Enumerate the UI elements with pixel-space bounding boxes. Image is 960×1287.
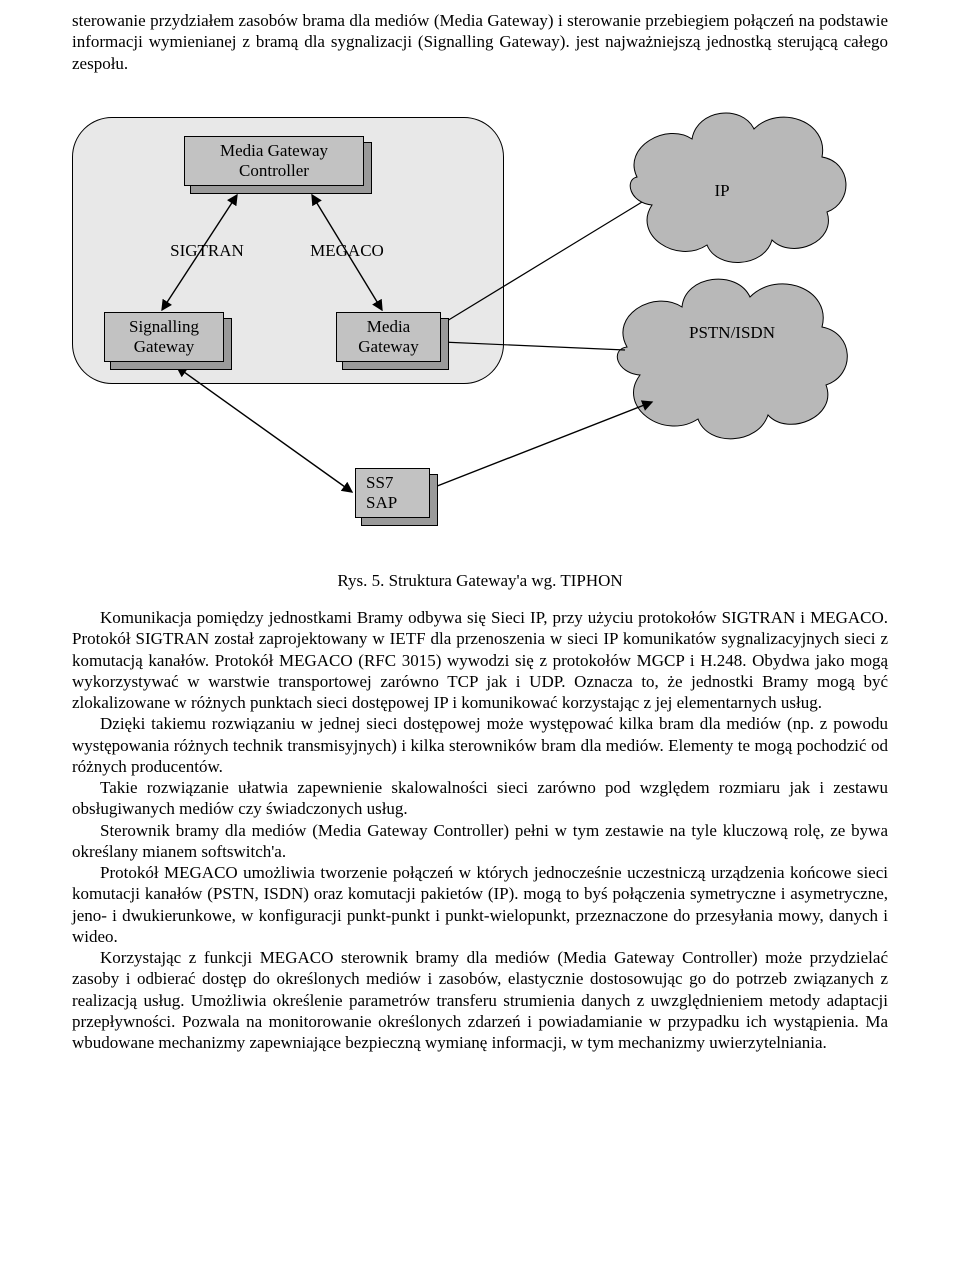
ss7-label-2: SAP [366, 493, 397, 513]
mgc-box: Media Gateway Controller [184, 136, 364, 186]
pstn-label: PSTN/ISDN [672, 322, 792, 343]
figure-caption: Rys. 5. Struktura Gateway'a wg. TIPHON [72, 570, 888, 591]
body-p2: Komunikacja pomiędzy jednostkami Bramy o… [72, 607, 888, 713]
body-p7: Korzystając z funkcji MEGACO sterownik b… [72, 947, 888, 1053]
body-p3: Dzięki takiemu rozwiązaniu w jednej siec… [72, 713, 888, 777]
mg-box: Media Gateway [336, 312, 441, 362]
ss7-label-1: SS7 [366, 473, 393, 493]
sg-box: Signalling Gateway [104, 312, 224, 362]
ss7-box: SS7 SAP [355, 468, 430, 518]
mg-label-2: Gateway [358, 337, 418, 357]
body-p5: Sterownik bramy dla mediów (Media Gatewa… [72, 820, 888, 863]
body-p6: Protokół MEGACO umożliwia tworzenie połą… [72, 862, 888, 947]
sg-label-2: Gateway [134, 337, 194, 357]
mgc-label-2: Controller [239, 161, 309, 181]
sg-label-1: Signalling [129, 317, 199, 337]
intro-paragraph: sterowanie przydziałem zasobów brama dla… [72, 10, 888, 74]
body-p4: Takie rozwiązanie ułatwia zapewnienie sk… [72, 777, 888, 820]
megaco-label: MEGACO [297, 240, 397, 261]
sigtran-label: SIGTRAN [157, 240, 257, 261]
figure-5: Media Gateway Controller SIGTRAN MEGACO … [72, 92, 892, 562]
mg-label-1: Media [367, 317, 410, 337]
pstn-cloud-shape [617, 279, 847, 439]
mgc-label-1: Media Gateway [220, 141, 328, 161]
ip-label: IP [702, 180, 742, 201]
